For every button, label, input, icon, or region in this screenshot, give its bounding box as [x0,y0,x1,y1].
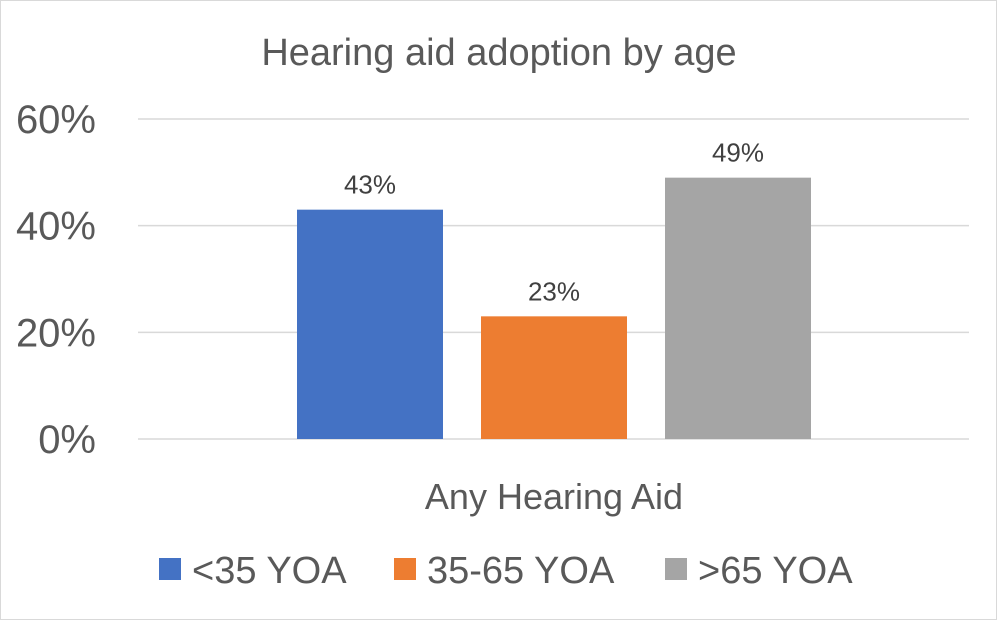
bar-3 [665,177,811,439]
data-label: 23% [528,276,580,306]
legend-label: >65 YOA [698,550,853,592]
data-labels: 43% 23% 49% [344,138,764,307]
y-tick-label: 0% [38,418,96,462]
legend-swatch [394,558,416,580]
legend-swatch [159,558,181,580]
y-tick-label: 20% [16,311,96,355]
data-label: 49% [712,138,764,168]
bar-1 [297,209,443,439]
y-tick-label: 60% [16,98,96,142]
y-axis-ticks: 0% 20% 40% 60% [16,98,96,462]
legend: <35 YOA 35-65 YOA >65 YOA [159,550,853,592]
bar-2 [481,316,627,439]
bars [297,177,811,439]
legend-label: <35 YOA [192,550,347,592]
legend-swatch [665,558,687,580]
x-category-label: Any Hearing Aid [425,476,683,517]
data-label: 43% [344,170,396,200]
legend-label: 35-65 YOA [427,550,615,592]
y-tick-label: 40% [16,205,96,249]
chart-title: Hearing aid adoption by age [261,32,736,74]
